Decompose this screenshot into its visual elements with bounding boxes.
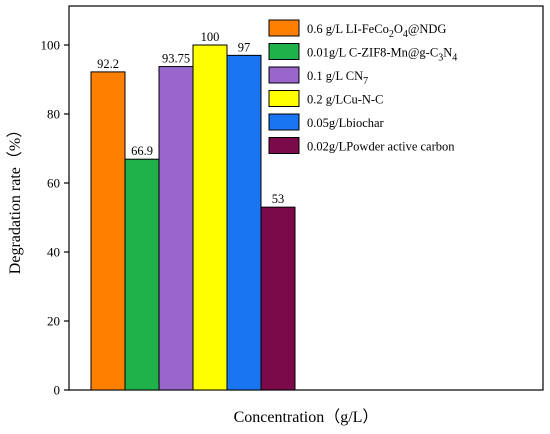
y-tick-label: 60 <box>47 176 60 191</box>
legend-swatch <box>268 113 300 131</box>
bar-value-label: 97 <box>238 40 251 54</box>
y-axis-title: Degradation rate（%） <box>6 122 24 274</box>
legend-swatch <box>268 43 300 60</box>
legend-entry: 0.05g/Lbiochar <box>307 116 385 130</box>
bar-value-label: 100 <box>201 30 220 44</box>
y-tick-label: 20 <box>47 314 60 329</box>
bar <box>226 54 262 391</box>
bar <box>192 44 228 391</box>
legend-swatch <box>268 66 300 84</box>
bar <box>158 66 194 391</box>
y-axis: 0 20 40 60 80 100 <box>41 38 69 398</box>
legend-entry: 0.2 g/LCu-N-C <box>307 93 383 107</box>
bar <box>124 158 160 391</box>
x-axis-title: Concentration（g/L） <box>234 408 379 426</box>
y-tick-label: 100 <box>41 38 61 53</box>
legend-swatch <box>268 137 300 154</box>
legend-swatch <box>268 90 300 107</box>
bar-value-label: 53 <box>272 192 285 206</box>
y-tick-label: 0 <box>54 383 61 398</box>
legend-entry: 0.6 g/L LI-FeCo2O4@NDG <box>307 22 446 40</box>
legend-swatch <box>268 19 300 37</box>
bar <box>90 71 126 391</box>
y-tick-label: 80 <box>47 107 60 122</box>
legend-entry: 0.02g/LPowder active carbon <box>307 140 455 154</box>
bar-value-label: 92.2 <box>97 57 119 71</box>
legend-entry: 0.01g/L C-ZIF8-Mn@g-C3N4 <box>307 46 457 64</box>
legend: 0.6 g/L LI-FeCo2O4@NDG 0.01g/L C-ZIF8-Mn@… <box>268 19 457 154</box>
bar <box>260 206 296 391</box>
bars <box>90 44 296 391</box>
bar-value-label: 66.9 <box>131 144 153 158</box>
bar-value-labels: 92.2 66.9 93.75 100 97 53 <box>97 30 284 206</box>
legend-entry: 0.1 g/L CN7 <box>307 69 368 87</box>
bar-value-label: 93.75 <box>162 52 190 66</box>
plot-frame <box>68 5 544 391</box>
y-tick-label: 40 <box>47 245 60 260</box>
